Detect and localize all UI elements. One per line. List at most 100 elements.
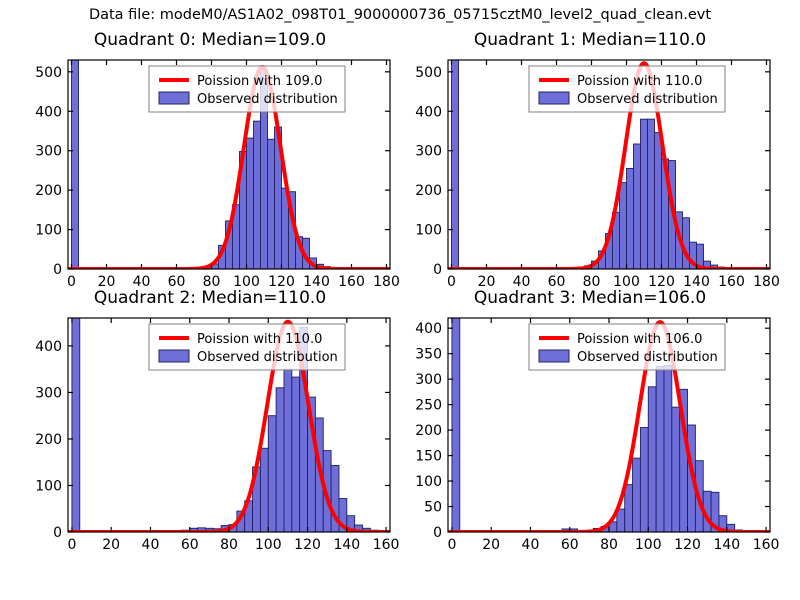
histogram-bar [71, 318, 81, 532]
x-tick-label: 120 [268, 274, 295, 290]
x-tick-label: 140 [303, 274, 330, 290]
histogram-bars [71, 60, 359, 269]
legend-label-poisson: Poission with 109.0 [197, 74, 322, 89]
subplot-quadrant-0: Quadrant 0: Median=109.0 0 20 40 60 80 100 120… [20, 30, 400, 295]
y-tick-label: 200 [415, 423, 442, 439]
histogram-bar [654, 132, 662, 269]
subplot-title-quadrant-0: Quadrant 0: Median=109.0 [93, 30, 327, 50]
histogram-bar [275, 387, 285, 532]
y-axis: 0 100 200 300 400 [35, 339, 390, 541]
y-tick-label: 100 [35, 478, 62, 494]
plot-quadrant-0: 0 20 40 60 80 100 120 140 160 180 0 100 200 300 400 500… [35, 59, 400, 290]
legend-label-poisson: Poission with 110.0 [577, 74, 702, 89]
histogram-bar [696, 243, 704, 269]
legend-swatch-observed [538, 91, 570, 105]
x-tick-label: 140 [333, 537, 360, 553]
histogram-bar [663, 364, 673, 532]
y-tick-label: 100 [415, 223, 442, 239]
poisson-curve [448, 320, 770, 532]
y-tick-label: 300 [415, 144, 442, 160]
y-tick-label: 0 [53, 525, 62, 541]
subplot-quadrant-1: Quadrant 1: Median=110.0 0 20 40 60 80 100 120… [400, 30, 780, 295]
x-tick-label: 40 [522, 537, 540, 553]
histogram-bar [451, 60, 459, 269]
subplot-quadrant-2: Quadrant 2: Median=110.0 0 20 40 60 80 100 120… [20, 288, 400, 558]
x-tick-label: 20 [98, 274, 116, 290]
plot-quadrant-3: 0 20 40 60 80 100 120 140 160 0 50 100 150 200 250 300 3… [415, 317, 779, 553]
histogram-bar [671, 406, 681, 532]
x-tick-label: 80 [583, 274, 601, 290]
plot-area-quadrant-0[interactable]: 0 20 40 60 80 100 120 140 160 180 0 100 200 300 400 500… [20, 52, 400, 295]
y-axis: 0 100 200 300 400 500 [35, 65, 390, 278]
legend-label-observed: Observed distribution [197, 92, 338, 107]
y-tick-label: 200 [415, 183, 442, 199]
x-axis: 0 20 40 60 80 100 120 140 160 180 [447, 60, 780, 290]
histogram-bar [291, 376, 301, 532]
legend[interactable]: Poission with 106.0 Observed distribution [528, 323, 726, 371]
legend-label-observed: Observed distribution [197, 350, 338, 365]
x-tick-label: 20 [478, 274, 496, 290]
data-layer [448, 318, 770, 532]
y-tick-label: 100 [415, 474, 442, 490]
subplot-title-quadrant-3: Quadrant 3: Median=106.0 [473, 288, 707, 308]
x-tick-label: 60 [548, 274, 566, 290]
x-tick-label: 160 [718, 274, 745, 290]
y-axis: 0 50 100 150 200 250 300 350 400 [415, 321, 770, 541]
histogram-bar [624, 484, 634, 532]
histogram-bar [639, 427, 649, 532]
subplot-title-quadrant-1: Quadrant 1: Median=110.0 [473, 30, 707, 50]
plot-quadrant-2: 0 20 40 60 80 100 120 140 160 0 100 200 300 400 Poissi… [35, 317, 399, 553]
y-tick-label: 150 [415, 449, 442, 465]
x-axis: 0 20 40 60 80 100 120 140 160 [447, 318, 779, 553]
subplot-quadrant-3: Quadrant 3: Median=106.0 0 20 40 60 80 100 120… [400, 288, 780, 558]
histogram-bar [655, 365, 665, 532]
plot-area-quadrant-3[interactable]: 0 20 40 60 80 100 120 140 160 0 50 100 150 200 250 300 3… [400, 310, 780, 558]
histogram-bar [626, 167, 634, 269]
plot-quadrant-1: 0 20 40 60 80 100 120 140 160 180 0 100 200 300 400 500… [415, 59, 780, 290]
x-tick-label: 80 [203, 274, 221, 290]
y-tick-label: 300 [415, 372, 442, 388]
histogram-bar [283, 368, 293, 532]
histogram-bar [71, 60, 79, 269]
y-tick-label: 350 [415, 347, 442, 363]
x-tick-label: 180 [753, 274, 780, 290]
y-tick-label: 0 [433, 262, 442, 278]
x-tick-label: 60 [181, 537, 199, 553]
x-tick-label: 180 [373, 274, 400, 290]
axes-frame [447, 59, 771, 270]
y-tick-label: 50 [424, 500, 442, 516]
histogram-bar [640, 118, 648, 269]
x-tick-label: 0 [447, 274, 456, 290]
legend[interactable]: Poission with 110.0 Observed distribution [148, 323, 346, 371]
legend-swatch-observed [538, 349, 570, 363]
histogram-bar [451, 318, 461, 532]
x-tick-label: 140 [713, 537, 740, 553]
legend[interactable]: Poission with 109.0 Observed distribution [148, 65, 346, 113]
legend-swatch-observed [158, 91, 190, 105]
y-tick-label: 250 [415, 398, 442, 414]
y-tick-label: 100 [35, 223, 62, 239]
y-tick-label: 200 [35, 183, 62, 199]
histogram-bar [267, 138, 275, 269]
histogram-bar [647, 118, 655, 269]
y-tick-label: 300 [35, 144, 62, 160]
y-tick-label: 200 [35, 432, 62, 448]
x-tick-label: 0 [447, 537, 456, 553]
legend[interactable]: Poission with 110.0 Observed distribution [528, 65, 726, 113]
y-tick-label: 400 [415, 104, 442, 120]
legend-label-poisson: Poission with 106.0 [577, 332, 702, 347]
y-tick-label: 400 [35, 104, 62, 120]
x-tick-label: 80 [220, 537, 238, 553]
histogram-bar [346, 515, 356, 532]
x-axis: 0 20 40 60 80 100 120 140 160 180 [67, 60, 400, 290]
histogram-bar [647, 386, 657, 532]
y-tick-label: 500 [35, 65, 62, 81]
plot-area-quadrant-2[interactable]: 0 20 40 60 80 100 120 140 160 0 100 200 300 400 Poissi… [20, 310, 400, 558]
plot-area-quadrant-1[interactable]: 0 20 40 60 80 100 120 140 160 180 0 100 200 300 400 500… [400, 52, 780, 295]
legend-label-observed: Observed distribution [577, 92, 718, 107]
y-tick-label: 0 [433, 525, 442, 541]
x-tick-label: 0 [67, 537, 76, 553]
x-tick-label: 40 [513, 274, 531, 290]
y-tick-label: 400 [415, 321, 442, 337]
